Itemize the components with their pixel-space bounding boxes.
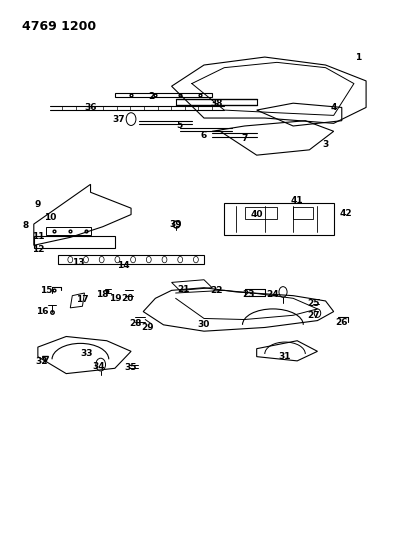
- Text: 40: 40: [251, 210, 263, 219]
- Text: 41: 41: [291, 196, 304, 205]
- Text: 31: 31: [279, 352, 291, 361]
- Text: 25: 25: [307, 299, 319, 308]
- Text: 28: 28: [129, 319, 141, 328]
- Text: 36: 36: [84, 103, 97, 112]
- Text: 3: 3: [322, 140, 329, 149]
- Text: 21: 21: [177, 285, 190, 294]
- Text: 6: 6: [201, 131, 207, 140]
- Text: 39: 39: [169, 220, 182, 229]
- Text: 8: 8: [22, 221, 29, 230]
- Text: 19: 19: [109, 294, 121, 303]
- Text: 11: 11: [31, 232, 44, 241]
- Text: 15: 15: [40, 286, 52, 295]
- Text: 2: 2: [148, 92, 155, 101]
- Text: 7: 7: [242, 134, 248, 143]
- Bar: [244, 207, 277, 219]
- Text: 33: 33: [80, 350, 93, 359]
- Text: 23: 23: [242, 290, 255, 299]
- Text: 38: 38: [210, 99, 222, 108]
- Text: 24: 24: [266, 290, 279, 299]
- Text: 35: 35: [125, 363, 137, 372]
- Text: 27: 27: [307, 311, 320, 320]
- Text: 42: 42: [339, 209, 352, 218]
- Text: 17: 17: [76, 295, 89, 304]
- Text: 34: 34: [92, 362, 105, 370]
- Text: 5: 5: [177, 122, 183, 131]
- Text: 30: 30: [198, 320, 210, 329]
- Text: 37: 37: [113, 115, 125, 124]
- Text: 26: 26: [335, 318, 348, 327]
- Text: 4769 1200: 4769 1200: [22, 20, 96, 33]
- Text: 22: 22: [210, 286, 222, 295]
- Text: 29: 29: [141, 323, 153, 332]
- Text: 1: 1: [355, 53, 361, 62]
- Text: 16: 16: [35, 307, 48, 316]
- Text: 9: 9: [35, 200, 41, 209]
- Text: 20: 20: [121, 294, 133, 303]
- Text: 18: 18: [96, 289, 109, 298]
- Text: 12: 12: [31, 245, 44, 254]
- Text: 10: 10: [44, 213, 56, 222]
- Text: 14: 14: [117, 261, 129, 270]
- Text: 13: 13: [72, 258, 84, 266]
- Bar: [293, 207, 313, 219]
- Text: 32: 32: [35, 358, 48, 367]
- Text: 4: 4: [330, 103, 337, 112]
